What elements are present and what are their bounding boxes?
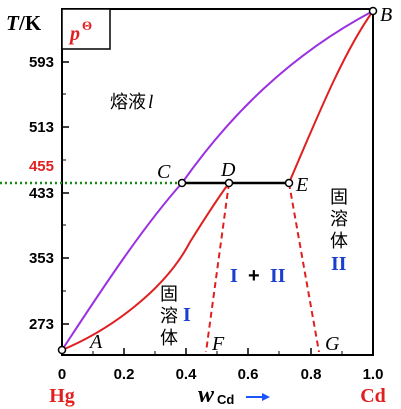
solid1-line2: 溶 [160, 306, 178, 327]
solid2-line3: 体 [330, 231, 348, 252]
eutectic-temp-label: 455 [29, 158, 54, 175]
x-axis: 0 0.2 0.4 0.6 0.8 1.0 [58, 348, 384, 383]
x-axis-title: w Cd [198, 382, 270, 408]
solidus-curve-right [288, 10, 374, 184]
y-tick-label: 353 [29, 250, 54, 267]
x-tick-label: 0 [58, 366, 66, 383]
liquid-region-label: 熔液 l [110, 92, 153, 113]
solidus-curve-left [61, 182, 230, 351]
solid2-region-label: 固 溶 体 II [330, 187, 348, 275]
x-tick-label: 1.0 [363, 366, 384, 383]
solid2-line1: 固 [330, 187, 348, 208]
point-d-marker [224, 178, 234, 188]
x-tick-label: 0.4 [176, 366, 198, 383]
pressure-legend: p Θ [61, 8, 111, 50]
point-a-marker [57, 345, 67, 355]
two-phase-left: I [230, 265, 238, 287]
solvus-line-left [205, 182, 230, 353]
y-tick-label: 273 [29, 316, 54, 333]
solid1-region-label: 固 溶 体 I [160, 284, 191, 349]
x-axis-arrowhead-icon [262, 393, 270, 401]
component-right-label: Cd [360, 385, 386, 407]
point-e-marker [284, 178, 294, 188]
two-phase-right: II [270, 265, 286, 287]
two-phase-plus: + [248, 265, 260, 287]
point-e-label: E [295, 174, 308, 196]
two-phase-region-label: I + II [230, 265, 286, 287]
liquid-region-var: l [148, 92, 153, 113]
x-axis-subscript: Cd [217, 392, 234, 407]
solid1-line3: 体 [160, 328, 178, 349]
solid1-line1: 固 [160, 284, 178, 305]
liquidus-curve-left [61, 182, 183, 351]
y-tick-label: 433 [29, 185, 54, 202]
liquidus-curve-right [181, 10, 374, 184]
x-tick-label: 0.8 [301, 366, 322, 383]
point-c-label: C [157, 161, 171, 183]
y-tick-label: 513 [29, 119, 54, 136]
point-g-label: G [325, 333, 340, 355]
point-b-label: B [380, 4, 392, 26]
y-axis-unit: /K [18, 11, 42, 35]
point-d-label: D [220, 159, 236, 181]
solvus-line-right [288, 182, 320, 353]
y-tick-label: 593 [29, 54, 54, 71]
point-c-marker [177, 178, 187, 188]
solid1-roman: I [183, 304, 191, 326]
y-axis-symbol: T [6, 11, 20, 35]
x-tick-label: 0.6 [238, 366, 259, 383]
x-tick-label: 0.2 [114, 366, 135, 383]
point-f-label: F [211, 333, 225, 355]
x-axis-symbol: w [198, 382, 215, 408]
pressure-symbol: p [68, 23, 80, 45]
pressure-superscript: Θ [82, 18, 92, 33]
solid2-line2: 溶 [330, 209, 348, 230]
y-axis: 593 513 433 353 273 455 [29, 54, 69, 333]
solid2-roman: II [331, 253, 347, 275]
liquid-region-text: 熔液 [110, 92, 146, 113]
point-b-marker [368, 6, 378, 16]
component-left-label: Hg [49, 385, 75, 407]
point-a-label: A [88, 331, 103, 353]
